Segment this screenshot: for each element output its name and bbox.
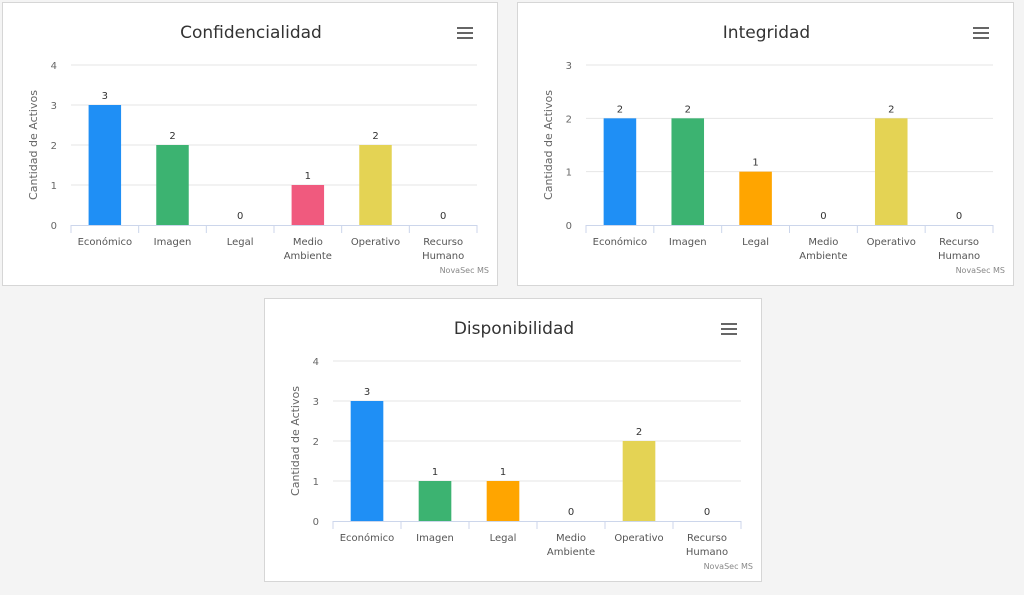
y-tick-label: 4 [51, 61, 57, 72]
x-tick-label: Recurso [423, 237, 463, 248]
x-tick-label: Medio [293, 237, 323, 248]
data-label: 0 [440, 211, 446, 222]
x-tick-label: Imagen [669, 237, 707, 248]
credits-label: NovaSec MS [704, 562, 753, 571]
x-tick-label: Legal [742, 237, 769, 248]
hamburger-menu-icon[interactable] [721, 323, 737, 337]
y-tick-label: 3 [51, 101, 57, 112]
data-label: 0 [956, 211, 962, 222]
x-tick-label: Ambiente [547, 547, 595, 558]
y-axis-label: Cantidad de Activos [27, 90, 40, 200]
x-tick-label: Económico [340, 532, 395, 544]
chart-panel-disponibilidad: Disponibilidad 0 1 2 3 4 Cantidad de Activos 3 E… [264, 298, 762, 582]
bar-3 [739, 171, 772, 225]
y-tick-label: 1 [51, 181, 57, 192]
credits-label: NovaSec MS [956, 266, 1005, 275]
x-tick-label: Legal [227, 237, 254, 248]
data-label: 0 [237, 211, 243, 222]
bar-2 [156, 145, 189, 225]
bar-2 [671, 118, 705, 225]
y-tick-label: 0 [313, 517, 319, 528]
y-tick-label: 4 [313, 357, 319, 368]
x-tick-label: Operativo [351, 237, 400, 248]
bar-4 [291, 185, 325, 225]
data-label: 0 [704, 507, 710, 518]
chart-disponibilidad: Disponibilidad 0 1 2 3 4 Cantidad de Activos 3 E… [289, 319, 753, 571]
bar-5 [359, 145, 392, 225]
data-label: 2 [636, 427, 642, 438]
chart-integridad: Integridad 0 1 2 3 Cantidad de Activos 2 Económ… [542, 23, 1005, 275]
bar-5 [622, 441, 656, 521]
data-label: 1 [432, 467, 438, 478]
chart-title: Integridad [723, 23, 810, 43]
data-label: 2 [888, 104, 894, 115]
x-tick-label: Medio [556, 533, 586, 544]
data-label: 0 [820, 211, 826, 222]
chart-confidencialidad: Confidencialidad 0 1 2 3 4 Cantidad de Activos… [27, 23, 489, 275]
y-tick-label: 0 [566, 221, 572, 232]
x-tick-label: Económico [593, 236, 648, 248]
y-axis-label: Cantidad de Activos [542, 90, 555, 200]
x-tick-label: Humano [422, 251, 464, 262]
chart-panel-confidencialidad: Confidencialidad 0 1 2 3 4 Cantidad de Activos… [2, 2, 498, 286]
bar-1 [350, 401, 384, 521]
y-tick-label: 1 [566, 168, 572, 179]
chart-panel-integridad: Integridad 0 1 2 3 Cantidad de Activos 2 Económ… [517, 2, 1014, 286]
bar-1 [88, 105, 122, 225]
data-label: 1 [500, 467, 506, 478]
y-tick-label: 0 [51, 221, 57, 232]
bar-2 [418, 481, 452, 521]
data-label: 3 [102, 91, 108, 102]
data-label: 2 [617, 104, 623, 115]
chart-title: Disponibilidad [454, 319, 574, 339]
x-tick-label: Medio [808, 237, 838, 248]
y-tick-label: 3 [313, 397, 319, 408]
chart-title: Confidencialidad [180, 23, 322, 43]
y-tick-label: 1 [313, 477, 319, 488]
y-tick-label: 2 [51, 141, 57, 152]
data-label: 2 [372, 131, 378, 142]
bar-5 [874, 118, 908, 225]
data-label: 1 [305, 171, 311, 182]
bar-3 [486, 481, 520, 521]
credits-label: NovaSec MS [440, 266, 489, 275]
x-tick-label: Recurso [687, 533, 727, 544]
x-tick-label: Ambiente [284, 251, 332, 262]
x-tick-label: Ambiente [799, 251, 847, 262]
x-tick-label: Operativo [867, 237, 916, 248]
data-label: 2 [169, 131, 175, 142]
x-tick-label: Legal [490, 533, 517, 544]
y-tick-label: 3 [566, 61, 572, 72]
x-tick-label: Humano [938, 251, 980, 262]
hamburger-menu-icon[interactable] [973, 27, 989, 41]
x-tick-label: Operativo [614, 533, 663, 544]
x-tick-label: Imagen [416, 533, 454, 544]
hamburger-menu-icon[interactable] [457, 27, 473, 41]
x-tick-label: Económico [78, 236, 133, 248]
y-tick-label: 2 [566, 114, 572, 125]
x-tick-label: Humano [686, 547, 728, 558]
data-label: 1 [752, 158, 758, 169]
y-axis-label: Cantidad de Activos [289, 386, 302, 496]
data-label: 2 [685, 104, 691, 115]
bar-1 [603, 118, 637, 225]
x-tick-label: Recurso [939, 237, 979, 248]
x-tick-label: Imagen [154, 237, 192, 248]
data-label: 3 [364, 387, 370, 398]
y-tick-label: 2 [313, 437, 319, 448]
data-label: 0 [568, 507, 574, 518]
